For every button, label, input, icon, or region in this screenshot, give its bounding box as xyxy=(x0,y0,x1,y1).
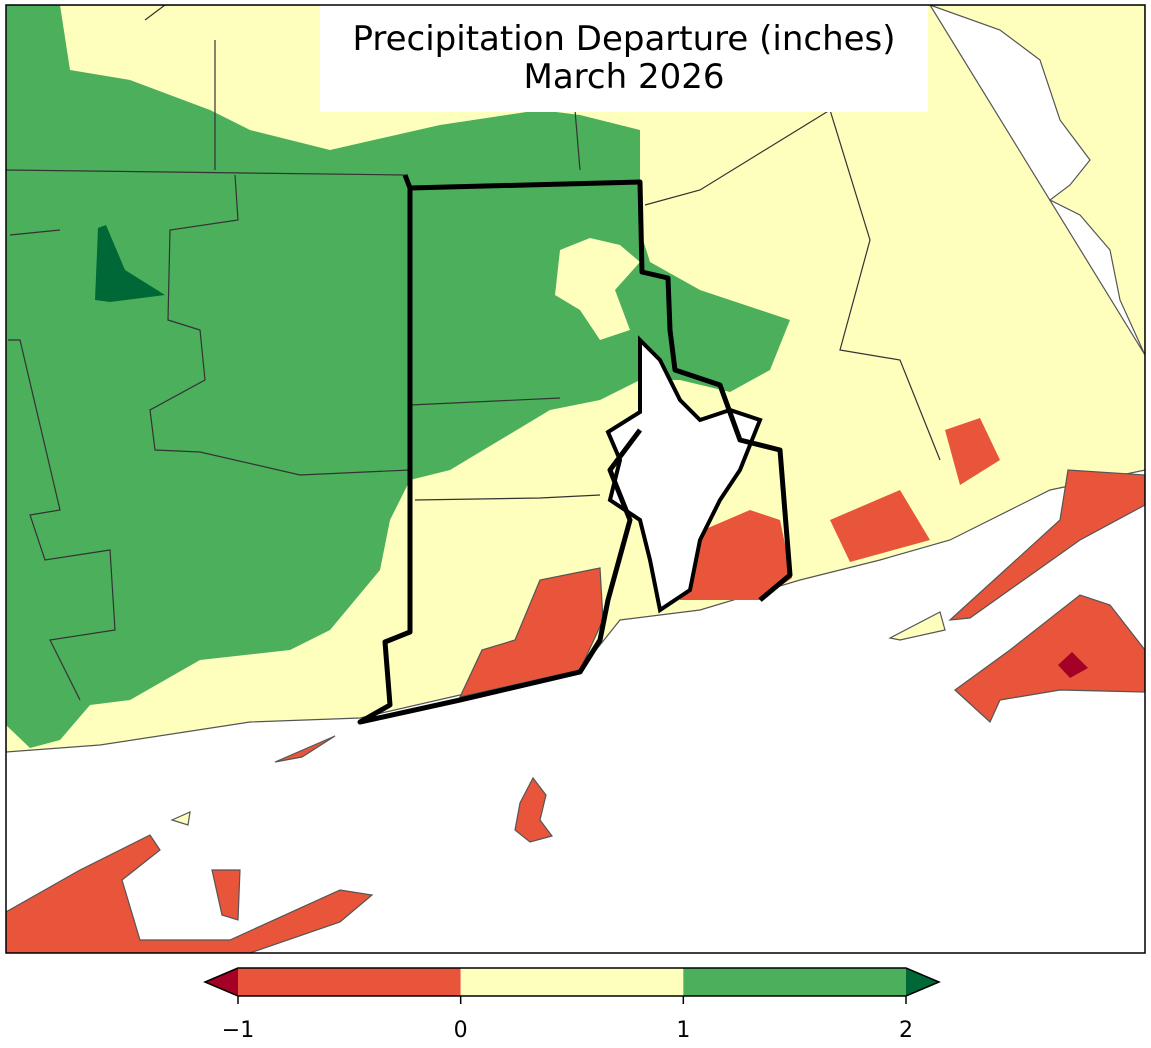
colorbar-extend-low xyxy=(205,968,238,996)
title-box xyxy=(320,5,928,112)
colorbar: −1 0 1 2 xyxy=(203,967,941,1043)
map-frame xyxy=(5,4,1146,954)
island-long xyxy=(6,735,374,953)
region-deficit-coast xyxy=(830,418,1000,562)
map-title: Precipitation Departure (inches) xyxy=(352,19,895,59)
colorbar-segment xyxy=(683,968,906,996)
colorbar-extend-high xyxy=(906,968,939,996)
region-dry-patch xyxy=(555,238,640,340)
map-subtitle: March 2026 xyxy=(524,57,725,97)
town-lines xyxy=(6,5,941,701)
island-vineyard xyxy=(954,594,1145,723)
region-deficit-bay xyxy=(680,510,792,600)
colorbar-tick-label: 0 xyxy=(454,1018,468,1043)
state-border xyxy=(357,174,793,725)
region-wet xyxy=(6,5,790,748)
colorbar-tick-label: 2 xyxy=(899,1018,913,1043)
region-very-wet xyxy=(95,225,165,302)
map: Precipitation Departure (inches) March 2… xyxy=(6,5,1145,953)
island-small xyxy=(170,611,946,826)
island-block xyxy=(514,776,554,843)
region-deficit-cape xyxy=(948,469,1145,621)
colorbar-tick-label: 1 xyxy=(676,1018,690,1043)
region-severe-deficit xyxy=(1058,652,1088,678)
colorbar-tick-label: −1 xyxy=(222,1018,254,1043)
colorbar-segment xyxy=(238,968,461,996)
colorbar-segment xyxy=(460,968,684,996)
